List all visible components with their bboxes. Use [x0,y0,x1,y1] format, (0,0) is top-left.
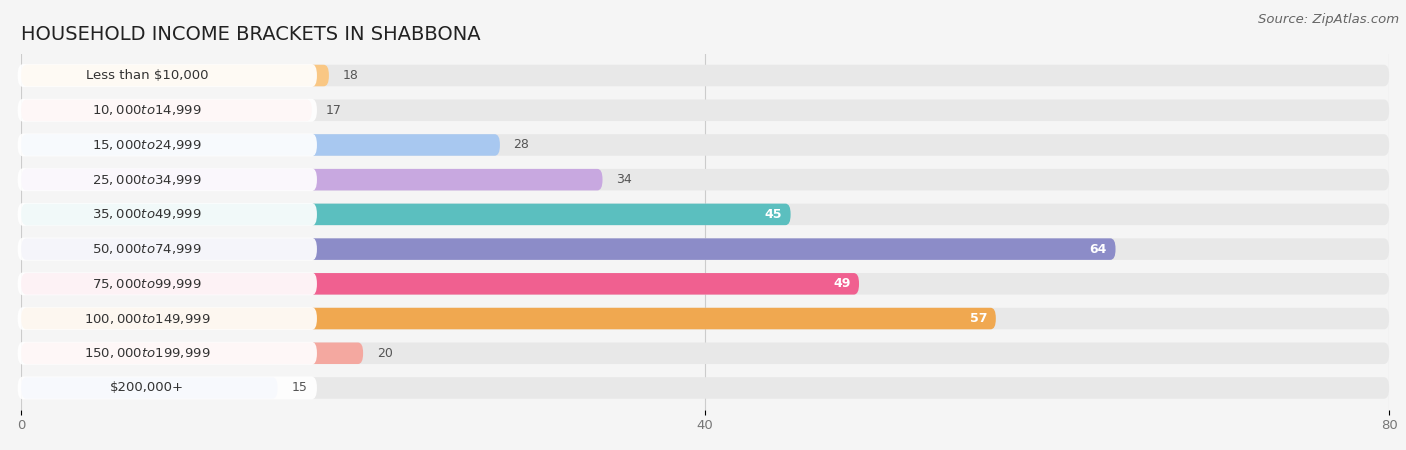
Text: 18: 18 [343,69,359,82]
FancyBboxPatch shape [21,273,1389,295]
Text: $150,000 to $199,999: $150,000 to $199,999 [83,346,209,360]
Text: $25,000 to $34,999: $25,000 to $34,999 [91,173,201,187]
Text: $75,000 to $99,999: $75,000 to $99,999 [91,277,201,291]
FancyBboxPatch shape [21,99,1389,121]
FancyBboxPatch shape [18,203,316,226]
FancyBboxPatch shape [21,65,1389,86]
FancyBboxPatch shape [18,377,316,400]
FancyBboxPatch shape [18,307,316,330]
Text: $200,000+: $200,000+ [110,382,184,395]
FancyBboxPatch shape [21,238,1389,260]
FancyBboxPatch shape [21,65,329,86]
Text: 28: 28 [513,139,530,152]
FancyBboxPatch shape [21,308,1389,329]
FancyBboxPatch shape [21,377,1389,399]
FancyBboxPatch shape [21,204,790,225]
FancyBboxPatch shape [21,134,1389,156]
Text: 34: 34 [616,173,631,186]
FancyBboxPatch shape [21,134,501,156]
Text: $10,000 to $14,999: $10,000 to $14,999 [91,103,201,117]
FancyBboxPatch shape [21,273,859,295]
FancyBboxPatch shape [18,272,316,295]
FancyBboxPatch shape [21,169,603,190]
Text: HOUSEHOLD INCOME BRACKETS IN SHABBONA: HOUSEHOLD INCOME BRACKETS IN SHABBONA [21,25,481,44]
FancyBboxPatch shape [21,308,995,329]
FancyBboxPatch shape [21,342,1389,364]
FancyBboxPatch shape [18,134,316,157]
Text: 64: 64 [1090,243,1107,256]
FancyBboxPatch shape [21,204,1389,225]
FancyBboxPatch shape [18,238,316,261]
FancyBboxPatch shape [21,238,1115,260]
Text: 17: 17 [325,104,342,117]
FancyBboxPatch shape [18,64,316,87]
Text: 20: 20 [377,347,392,360]
Text: $15,000 to $24,999: $15,000 to $24,999 [91,138,201,152]
Text: Less than $10,000: Less than $10,000 [86,69,208,82]
Text: $100,000 to $149,999: $100,000 to $149,999 [83,311,209,325]
FancyBboxPatch shape [21,342,363,364]
FancyBboxPatch shape [18,342,316,364]
Text: 15: 15 [291,382,307,395]
Text: 45: 45 [765,208,782,221]
FancyBboxPatch shape [21,169,1389,190]
FancyBboxPatch shape [18,168,316,191]
FancyBboxPatch shape [21,99,312,121]
Text: Source: ZipAtlas.com: Source: ZipAtlas.com [1258,14,1399,27]
FancyBboxPatch shape [21,377,277,399]
Text: $35,000 to $49,999: $35,000 to $49,999 [91,207,201,221]
Text: $50,000 to $74,999: $50,000 to $74,999 [91,242,201,256]
Text: 57: 57 [970,312,987,325]
FancyBboxPatch shape [18,99,316,122]
Text: 49: 49 [834,277,851,290]
